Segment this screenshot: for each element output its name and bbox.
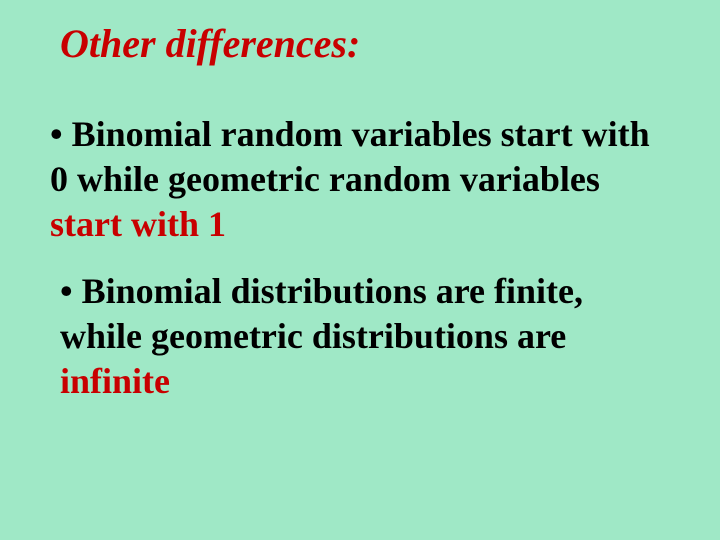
bullet-2-part-2: infinite: [60, 361, 170, 401]
bullet-1-part-1: Binomial random variables start with 0 w…: [50, 114, 650, 199]
bullet-1-prefix: •: [50, 114, 72, 154]
bullet-2-part-1: Binomial distributions are finite, while…: [60, 271, 583, 356]
slide-title: Other differences:: [60, 20, 670, 67]
bullet-2-prefix: •: [60, 271, 82, 311]
bullet-item-2: • Binomial distributions are finite, whi…: [60, 269, 670, 404]
slide-container: Other differences: • Binomial random var…: [0, 0, 720, 540]
bullet-1-part-2: start with 1: [50, 204, 226, 244]
bullet-item-1: • Binomial random variables start with 0…: [50, 112, 670, 247]
